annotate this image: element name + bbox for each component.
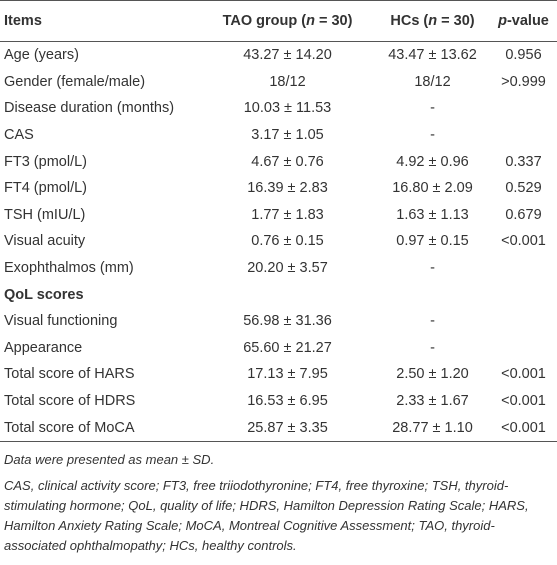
table-cell: <0.001 — [501, 419, 546, 436]
section-row: QoL scores — [0, 281, 557, 308]
table-cell: Exophthalmos (mm) — [4, 260, 134, 277]
table-cell: 3.17 ± 1.05 — [251, 127, 324, 144]
table-cell: 43.27 ± 14.20 — [243, 47, 332, 64]
table-cell: Total score of MoCA — [4, 419, 135, 436]
table-cell — [490, 122, 557, 149]
header-text: n — [428, 13, 438, 29]
table-cell: 1.77 ± 1.83 — [251, 206, 324, 223]
header-text: HCs ( — [390, 13, 429, 29]
table-cell: 0.529 — [505, 180, 542, 197]
data-table: Items TAO group (n = 30) HCs (n = 30) p-… — [0, 0, 557, 442]
table-cell: 0.679 — [505, 206, 542, 223]
table-cell: 56.98 ± 31.36 — [243, 313, 332, 330]
table-cell: <0.001 — [501, 393, 546, 410]
header-text: n — [306, 13, 315, 29]
table-cell: FT4 (pmol/L) — [4, 180, 87, 197]
table-row: Visual functioning 56.98 ± 31.36 - — [0, 308, 557, 335]
table-row: CAS 3.17 ± 1.05 - — [0, 122, 557, 149]
header-cell: Items — [4, 13, 42, 29]
table-cell: 17.13 ± 7.95 — [247, 366, 328, 383]
table-body: Age (years) 43.27 ± 14.20 43.47 ± 13.62 0.9… — [0, 42, 557, 442]
header-cell: TAO group (n = 30) — [200, 1, 375, 42]
table-cell: 28.77 ± 1.10 — [392, 419, 473, 436]
table-cell: CAS — [4, 127, 34, 144]
table-cell: - — [430, 260, 435, 277]
table-row: Appearance 65.60 ± 21.27 - — [0, 335, 557, 362]
table-cell — [490, 255, 557, 282]
table-cell: Age (years) — [4, 47, 79, 64]
table-cell: 10.03 ± 11.53 — [243, 100, 332, 117]
table-cell: 65.60 ± 21.27 — [243, 339, 332, 356]
table-cell: 20.20 ± 3.57 — [247, 260, 328, 277]
table-row: Total score of HARS 17.13 ± 7.95 2.50 ± 1.… — [0, 361, 557, 388]
table-cell: - — [430, 100, 435, 117]
table-row: Total score of HDRS 16.53 ± 6.95 2.33 ± 1.… — [0, 388, 557, 415]
table-row: FT3 (pmol/L) 4.67 ± 0.76 4.92 ± 0.96 0.337 — [0, 148, 557, 175]
table-cell: 4.92 ± 0.96 — [396, 153, 469, 170]
section-title: QoL scores — [4, 286, 84, 303]
table-cell: Visual functioning — [4, 313, 118, 330]
note: CAS, clinical activity score; FT3, free … — [4, 477, 529, 553]
table-cell: 0.97 ± 0.15 — [396, 233, 469, 250]
header-text: p — [498, 13, 507, 29]
table-cell: Total score of HDRS — [4, 393, 136, 410]
table-row: Age (years) 43.27 ± 14.20 43.47 ± 13.62 0.9… — [0, 42, 557, 69]
table-cell: 0.337 — [505, 153, 542, 170]
table-cell: >0.999 — [501, 73, 546, 90]
table-notes: Data were presented as mean ± SD. CAS, cl… — [0, 442, 557, 556]
table-cell — [490, 95, 557, 122]
table-cell: 18/12 — [414, 73, 451, 90]
header-row: Items TAO group (n = 30) HCs (n = 30) p-… — [0, 0, 557, 42]
header-cell: p-value — [490, 1, 557, 42]
table-cell — [490, 335, 557, 362]
table-cell: 2.50 ± 1.20 — [396, 366, 469, 383]
table-cell: Appearance — [4, 339, 83, 356]
table-cell: - — [430, 339, 435, 356]
table-cell: 0.76 ± 0.15 — [251, 233, 324, 250]
table-cell: 18/12 — [269, 73, 306, 90]
header-text: TAO group ( — [222, 13, 307, 29]
table-cell: Total score of HARS — [4, 366, 135, 383]
table-cell: - — [430, 313, 435, 330]
table-row: Disease duration (months) 10.03 ± 11.53 - — [0, 95, 557, 122]
table-cell: 16.39 ± 2.83 — [247, 180, 328, 197]
header-text: = 30) — [314, 13, 353, 29]
table-cell: 2.33 ± 1.67 — [396, 393, 469, 410]
table-cell: <0.001 — [501, 366, 546, 383]
table-cell: <0.001 — [501, 233, 546, 250]
table-cell: 16.80 ± 2.09 — [392, 180, 473, 197]
header-cell: HCs (n = 30) — [375, 1, 490, 42]
table-header: Items TAO group (n = 30) HCs (n = 30) p-… — [0, 0, 557, 42]
table-cell: Gender (female/male) — [4, 73, 146, 90]
table-row: TSH (mIU/L) 1.77 ± 1.83 1.63 ± 1.13 0.679 — [0, 202, 557, 229]
table-row: FT4 (pmol/L) 16.39 ± 2.83 16.80 ± 2.09 0.52… — [0, 175, 557, 202]
table-cell: 16.53 ± 6.95 — [247, 393, 328, 410]
table-cell: FT3 (pmol/L) — [4, 153, 87, 170]
table-cell: TSH (mIU/L) — [4, 206, 86, 223]
table-cell: 43.47 ± 13.62 — [388, 47, 477, 64]
table-cell — [490, 308, 557, 335]
table-cell: 1.63 ± 1.13 — [396, 206, 469, 223]
table-cell: 0.956 — [505, 47, 542, 64]
table-row: Visual acuity 0.76 ± 0.15 0.97 ± 0.15 <0.00… — [0, 228, 557, 255]
table-row: Exophthalmos (mm) 20.20 ± 3.57 - — [0, 255, 557, 282]
table-cell: Disease duration (months) — [4, 100, 175, 117]
table-row: Gender (female/male) 18/12 18/12 >0.999 — [0, 69, 557, 96]
table-row: Total score of MoCA 25.87 ± 3.35 28.77 ± 1… — [0, 414, 557, 442]
table-cell: 25.87 ± 3.35 — [247, 419, 328, 436]
header-text: = 30) — [437, 13, 475, 29]
table-cell: - — [430, 127, 435, 144]
note: Data were presented as mean ± SD. — [4, 451, 215, 467]
header-text: -value — [506, 13, 549, 29]
table-cell: 4.67 ± 0.76 — [251, 153, 324, 170]
table-cell: Visual acuity — [4, 233, 86, 250]
